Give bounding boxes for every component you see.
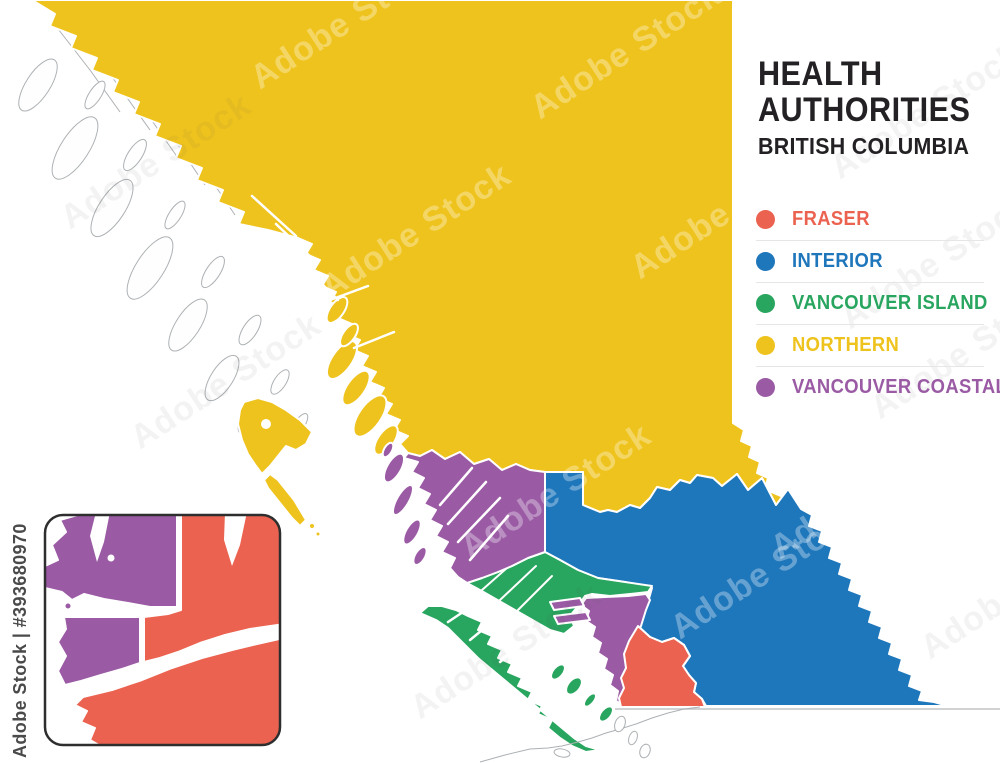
inset-waterways bbox=[90, 515, 247, 566]
island-fjords bbox=[446, 559, 582, 708]
page-title-line2: AUTHORITIES bbox=[758, 91, 971, 129]
coastal-islands-purple bbox=[381, 441, 428, 567]
legend-item-northern: NORTHERN bbox=[756, 324, 984, 366]
legend-item-fraser: FRASER bbox=[756, 199, 984, 240]
svg-text:Adobe Stock: Adobe Stock bbox=[914, 516, 1000, 667]
region-fraser bbox=[618, 625, 706, 708]
coastal-fjords bbox=[438, 466, 510, 562]
legend-item-vancouver-coastal: VANCOUVER COASTAL bbox=[756, 366, 1000, 408]
legend-label-northern: NORTHERN bbox=[792, 334, 900, 356]
legend-label-vancouver-coastal: VANCOUVER COASTAL bbox=[792, 376, 1000, 398]
northern-dot-icon bbox=[756, 336, 775, 355]
page-subtitle: BRITISH COLUMBIA bbox=[758, 133, 970, 159]
inset-border bbox=[43, 513, 282, 747]
interior-dot-icon bbox=[756, 252, 775, 271]
legend-item-interior: INTERIOR bbox=[756, 240, 984, 282]
vancouver-coastal-dot-icon bbox=[756, 378, 775, 397]
title-block: HEALTH AUTHORITIES BRITISH COLUMBIA bbox=[758, 56, 994, 160]
legend-label-fraser: FRASER bbox=[792, 208, 870, 230]
fraser-dot-icon bbox=[756, 210, 775, 229]
inset-fraser bbox=[74, 515, 280, 745]
us-border-and-outlines bbox=[479, 706, 1000, 763]
alaska-islands bbox=[18, 58, 309, 435]
stock-id-watermark: Adobe Stock | #393680970 bbox=[10, 523, 30, 758]
region-vancouver-coastal bbox=[381, 441, 651, 708]
page-title-line1: HEALTH bbox=[758, 55, 883, 93]
legend-label-vancouver-island: VANCOUVER ISLAND bbox=[792, 292, 988, 314]
northern-coastal-islands bbox=[325, 296, 399, 456]
alaska-panhandle-outlines bbox=[18, 24, 309, 435]
legend: FRASER INTERIOR VANCOUVER ISLAND NORTHER… bbox=[756, 199, 1000, 408]
strait-islands-green bbox=[550, 663, 614, 723]
northern-fjords bbox=[250, 194, 396, 350]
vancouver-island-dot-icon bbox=[756, 294, 775, 313]
legend-label-interior: INTERIOR bbox=[792, 250, 883, 272]
vancouver-inset-map bbox=[43, 513, 282, 747]
legend-item-vancouver-island: VANCOUVER ISLAND bbox=[756, 282, 987, 324]
masset-inlet-water bbox=[261, 419, 271, 429]
